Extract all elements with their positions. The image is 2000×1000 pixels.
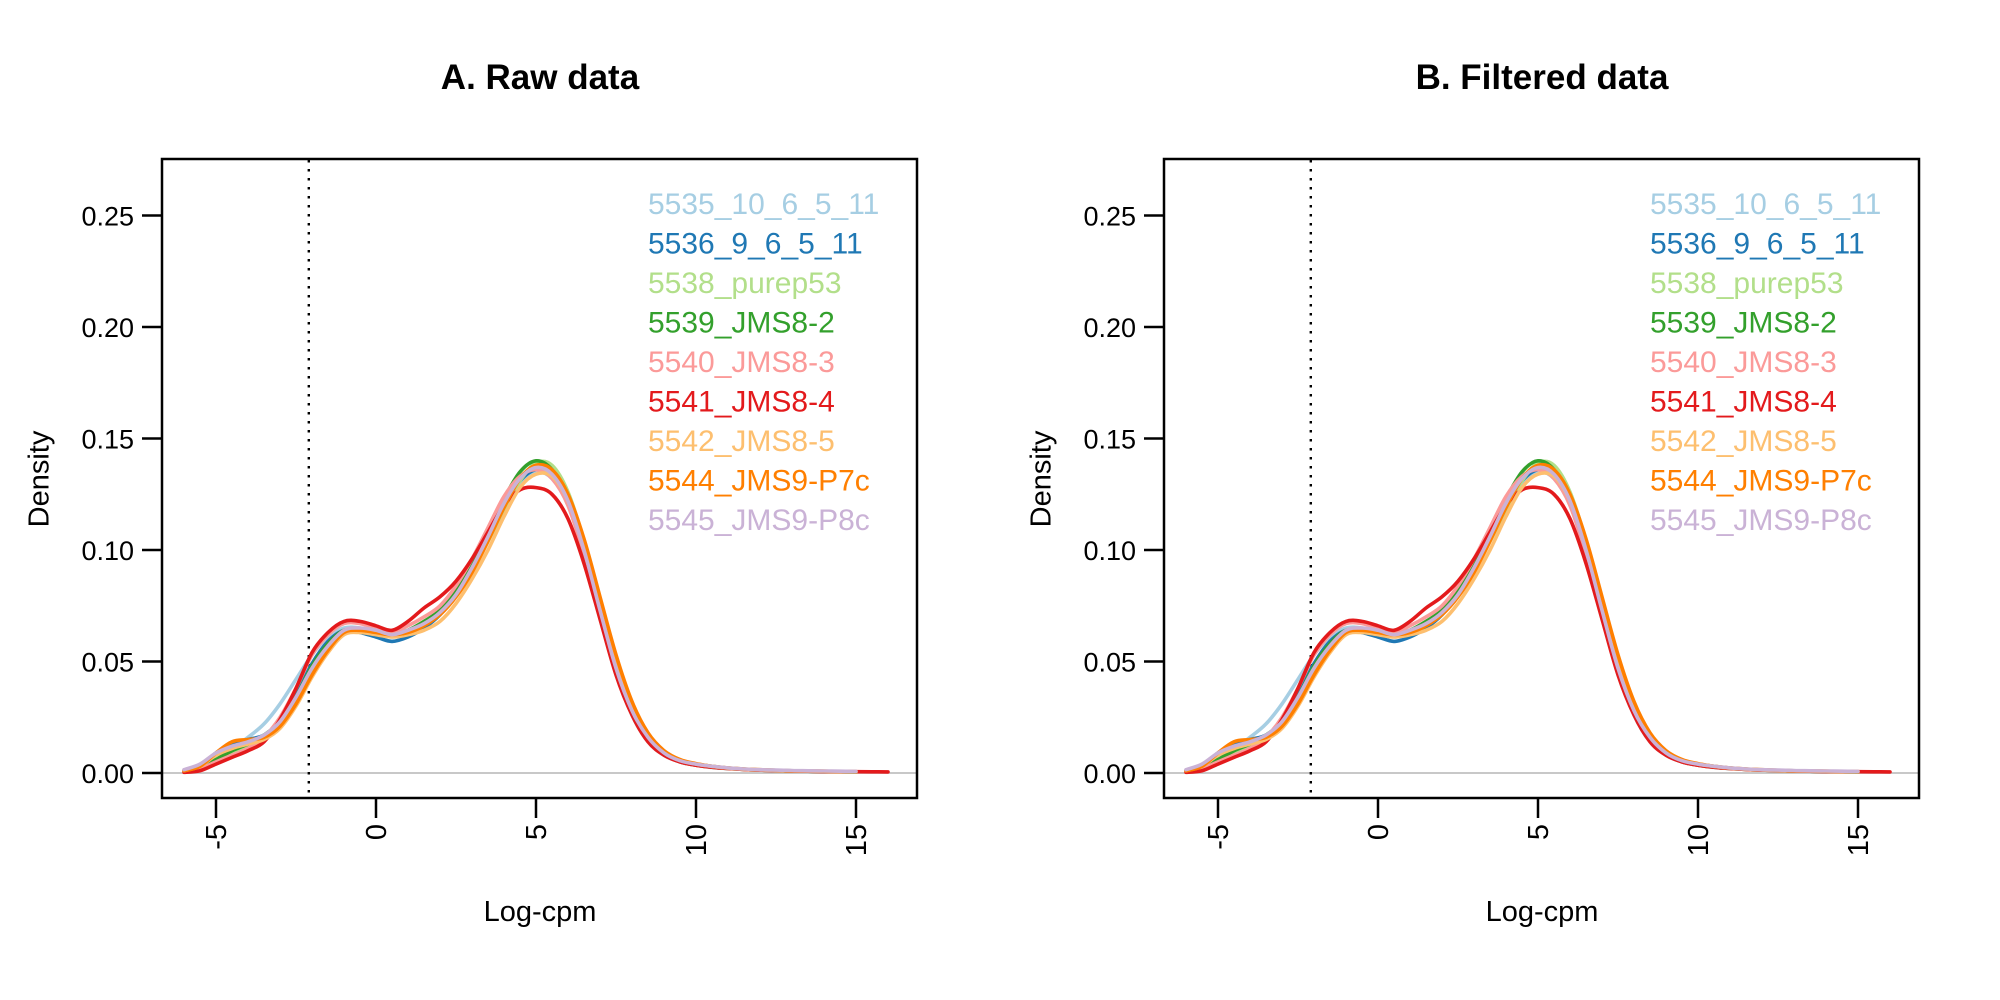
x-tick-label: 10 bbox=[681, 824, 713, 856]
panel-a-title: A. Raw data bbox=[440, 58, 640, 97]
y-tick-label: 0.25 bbox=[1083, 202, 1136, 232]
legend-entry-5535_10_6_5_11: 5535_10_6_5_11 bbox=[648, 188, 879, 221]
y-tick-label: 0.00 bbox=[1083, 759, 1136, 789]
plot-box bbox=[160, 157, 919, 800]
legend-entry-5540_JMS8-3: 5540_JMS8-3 bbox=[1650, 346, 1837, 379]
y-axis-label: Density bbox=[23, 430, 56, 528]
x-tick-label: 0 bbox=[361, 824, 393, 840]
legend-entry-5536_9_6_5_11: 5536_9_6_5_11 bbox=[648, 228, 863, 261]
legend-entry-5544_JMS9-P7c: 5544_JMS9-P7c bbox=[648, 465, 870, 498]
legend-entry-5541_JMS8-4: 5541_JMS8-4 bbox=[1650, 386, 1837, 419]
x-axis-label: Log-cpm bbox=[483, 896, 597, 928]
y-tick-label: 0.10 bbox=[1083, 536, 1136, 566]
x-tick-label: 15 bbox=[841, 824, 873, 856]
legend-entry-5545_JMS9-P8c: 5545_JMS9-P8c bbox=[1650, 504, 1872, 537]
panel-filtered-data: B. Filtered data -5 0 5 10 15 0.00 0.05 0.10 0.1… bbox=[1002, 0, 2000, 1000]
y-tick-label: 0.20 bbox=[1083, 313, 1136, 343]
x-tick-label: -5 bbox=[1203, 824, 1235, 850]
x-axis-label: Log-cpm bbox=[1485, 896, 1599, 928]
panel-raw-data: A. Raw data -5 0 5 10 15 0.00 0.05 0.10 0.15 0.20… bbox=[23, 58, 919, 928]
y-tick-label: 0.20 bbox=[81, 313, 134, 343]
legend-entry-5539_JMS8-2: 5539_JMS8-2 bbox=[1650, 307, 1837, 340]
legend-entry-5541_JMS8-4: 5541_JMS8-4 bbox=[648, 386, 835, 419]
x-tick-label: 5 bbox=[1523, 824, 1555, 840]
y-tick-label: 0.15 bbox=[1083, 425, 1136, 455]
x-tick-label: -5 bbox=[201, 824, 233, 850]
y-tick-label: 0.25 bbox=[81, 202, 134, 232]
x-tick-label: 15 bbox=[1843, 824, 1875, 856]
y-tick-label: 0.05 bbox=[1083, 648, 1136, 678]
density-curve-5545_JMS9-P8c bbox=[182, 465, 858, 774]
y-tick-label: 0.05 bbox=[81, 648, 134, 678]
legend-entry-5540_JMS8-3: 5540_JMS8-3 bbox=[648, 346, 835, 379]
legend-entry-5544_JMS9-P7c: 5544_JMS9-P7c bbox=[1650, 465, 1872, 498]
panel-b-title: B. Filtered data bbox=[1415, 58, 1669, 97]
plot-box bbox=[1162, 157, 1921, 800]
y-tick-label: 0.10 bbox=[81, 536, 134, 566]
legend-entry-5542_JMS8-5: 5542_JMS8-5 bbox=[1650, 425, 1837, 458]
panel-b-plot-area: -5 0 5 10 15 0.00 0.05 0.10 0.15 0.20 0.25 5535_10_… bbox=[1083, 157, 1921, 856]
panel-a-plot-area: -5 0 5 10 15 0.00 0.05 0.10 0.15 0.20 0.25 5535_10_… bbox=[81, 157, 919, 856]
legend-entry-5539_JMS8-2: 5539_JMS8-2 bbox=[648, 307, 835, 340]
x-tick-label: 10 bbox=[1683, 824, 1715, 856]
x-tick-label: 0 bbox=[1363, 824, 1395, 840]
x-tick-label: 5 bbox=[521, 824, 553, 840]
legend-entry-5538_purep53: 5538_purep53 bbox=[648, 267, 842, 300]
legend-entry-5536_9_6_5_11: 5536_9_6_5_11 bbox=[1650, 228, 1865, 261]
legend-entry-5535_10_6_5_11: 5535_10_6_5_11 bbox=[1650, 188, 1881, 221]
legend-entry-5545_JMS9-P8c: 5545_JMS9-P8c bbox=[648, 504, 870, 537]
density-curve-5545_JMS9-P8c bbox=[1184, 465, 1860, 774]
legend-entry-5538_purep53: 5538_purep53 bbox=[1650, 267, 1844, 300]
y-axis-label: Density bbox=[1025, 430, 1058, 528]
legend-entry-5542_JMS8-5: 5542_JMS8-5 bbox=[648, 425, 835, 458]
y-tick-label: 0.00 bbox=[81, 759, 134, 789]
y-tick-label: 0.15 bbox=[81, 425, 134, 455]
